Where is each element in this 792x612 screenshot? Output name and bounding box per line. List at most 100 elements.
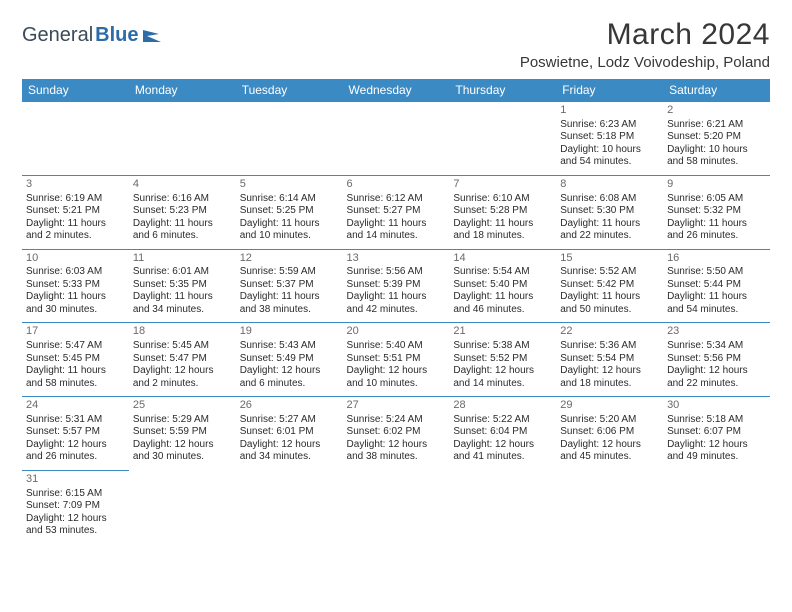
daylight-text: Daylight: 12 hours and 45 minutes. <box>560 439 659 464</box>
daylight-text: Daylight: 12 hours and 30 minutes. <box>133 439 232 464</box>
daylight-text: Daylight: 11 hours and 10 minutes. <box>240 218 339 243</box>
calendar-cell: 19Sunrise: 5:43 AMSunset: 5:49 PMDayligh… <box>236 323 343 397</box>
calendar-cell: 20Sunrise: 5:40 AMSunset: 5:51 PMDayligh… <box>343 323 450 397</box>
calendar-week: 31Sunrise: 6:15 AMSunset: 7:09 PMDayligh… <box>22 470 770 543</box>
daylight-text: Daylight: 11 hours and 58 minutes. <box>26 365 125 390</box>
day-number: 15 <box>560 252 659 266</box>
calendar-cell: 25Sunrise: 5:29 AMSunset: 5:59 PMDayligh… <box>129 397 236 471</box>
sunrise-text: Sunrise: 5:24 AM <box>347 414 446 427</box>
sunrise-text: Sunrise: 6:15 AM <box>26 488 125 501</box>
sunrise-text: Sunrise: 5:45 AM <box>133 340 232 353</box>
daylight-text: Daylight: 12 hours and 14 minutes. <box>453 365 552 390</box>
sunset-text: Sunset: 5:40 PM <box>453 279 552 292</box>
day-number: 20 <box>347 325 446 339</box>
calendar-cell <box>343 102 450 176</box>
sunrise-text: Sunrise: 5:34 AM <box>667 340 766 353</box>
sunrise-text: Sunrise: 5:47 AM <box>26 340 125 353</box>
sunset-text: Sunset: 5:33 PM <box>26 279 125 292</box>
daylight-text: Daylight: 11 hours and 2 minutes. <box>26 218 125 243</box>
day-number: 25 <box>133 399 232 413</box>
sunset-text: Sunset: 5:23 PM <box>133 205 232 218</box>
day-number: 26 <box>240 399 339 413</box>
sunrise-text: Sunrise: 5:43 AM <box>240 340 339 353</box>
weekday-header: Sunday <box>22 79 129 102</box>
calendar-cell: 2Sunrise: 6:21 AMSunset: 5:20 PMDaylight… <box>663 102 770 176</box>
logo: GeneralBlue <box>22 18 165 47</box>
calendar-cell: 4Sunrise: 6:16 AMSunset: 5:23 PMDaylight… <box>129 175 236 249</box>
calendar-week: 10Sunrise: 6:03 AMSunset: 5:33 PM Dayligh… <box>22 249 770 323</box>
daylight-text: Daylight: 12 hours and 10 minutes. <box>347 365 446 390</box>
calendar-cell: 21Sunrise: 5:38 AMSunset: 5:52 PMDayligh… <box>449 323 556 397</box>
sunrise-text: Sunrise: 5:52 AM <box>560 266 659 279</box>
calendar-cell: 29Sunrise: 5:20 AMSunset: 6:06 PMDayligh… <box>556 397 663 471</box>
day-number: 29 <box>560 399 659 413</box>
sunset-text: Sunset: 5:37 PM <box>240 279 339 292</box>
sunset-text: Sunset: 5:18 PM <box>560 131 659 144</box>
daylight-text: Daylight: 12 hours and 49 minutes. <box>667 439 766 464</box>
daylight-text: Daylight: 12 hours and 6 minutes. <box>240 365 339 390</box>
sunset-text: Sunset: 5:45 PM <box>26 353 125 366</box>
day-number: 10 <box>26 252 125 266</box>
day-number: 2 <box>667 104 766 118</box>
daylight-text: Daylight: 11 hours and 38 minutes. <box>240 291 339 316</box>
sunset-text: Sunset: 5:42 PM <box>560 279 659 292</box>
weekday-header: Wednesday <box>343 79 450 102</box>
calendar-week: 3Sunrise: 6:19 AMSunset: 5:21 PMDaylight… <box>22 175 770 249</box>
calendar: SundayMondayTuesdayWednesdayThursdayFrid… <box>22 79 770 544</box>
calendar-cell <box>22 102 129 176</box>
day-number: 24 <box>26 399 125 413</box>
calendar-cell: 8Sunrise: 6:08 AMSunset: 5:30 PMDaylight… <box>556 175 663 249</box>
sunset-text: Sunset: 5:51 PM <box>347 353 446 366</box>
calendar-cell <box>663 470 770 543</box>
calendar-cell <box>129 470 236 543</box>
sunrise-text: Sunrise: 6:03 AM <box>26 266 125 279</box>
day-number: 27 <box>347 399 446 413</box>
weekday-header: Thursday <box>449 79 556 102</box>
sunrise-text: Sunrise: 5:40 AM <box>347 340 446 353</box>
daylight-text: Daylight: 12 hours and 2 minutes. <box>133 365 232 390</box>
sunset-text: Sunset: 5:47 PM <box>133 353 232 366</box>
daylight-text: Daylight: 11 hours and 54 minutes. <box>667 291 766 316</box>
calendar-week: 17Sunrise: 5:47 AMSunset: 5:45 PMDayligh… <box>22 323 770 397</box>
weekday-header: Friday <box>556 79 663 102</box>
daylight-text: Daylight: 11 hours and 46 minutes. <box>453 291 552 316</box>
calendar-cell: 23Sunrise: 5:34 AMSunset: 5:56 PMDayligh… <box>663 323 770 397</box>
sunrise-text: Sunrise: 5:59 AM <box>240 266 339 279</box>
day-number: 3 <box>26 178 125 192</box>
daylight-text: Daylight: 11 hours and 6 minutes. <box>133 218 232 243</box>
sunrise-text: Sunrise: 6:16 AM <box>133 193 232 206</box>
daylight-text: Daylight: 11 hours and 14 minutes. <box>347 218 446 243</box>
sunrise-text: Sunrise: 6:01 AM <box>133 266 232 279</box>
day-number: 18 <box>133 325 232 339</box>
sunrise-text: Sunrise: 5:50 AM <box>667 266 766 279</box>
sunset-text: Sunset: 5:56 PM <box>667 353 766 366</box>
calendar-cell: 10Sunrise: 6:03 AMSunset: 5:33 PMDayligh… <box>22 249 129 323</box>
calendar-cell: 27Sunrise: 5:24 AMSunset: 6:02 PMDayligh… <box>343 397 450 471</box>
day-number: 14 <box>453 252 552 266</box>
sunset-text: Sunset: 5:27 PM <box>347 205 446 218</box>
calendar-cell <box>236 102 343 176</box>
daylight-text: Daylight: 11 hours and 18 minutes. <box>453 218 552 243</box>
daylight-text: Daylight: 12 hours and 38 minutes. <box>347 439 446 464</box>
day-number: 9 <box>667 178 766 192</box>
calendar-cell: 17Sunrise: 5:47 AMSunset: 5:45 PMDayligh… <box>22 323 129 397</box>
header: GeneralBlue March 2024 Poswietne, Lodz V… <box>22 18 770 71</box>
sunset-text: Sunset: 6:07 PM <box>667 426 766 439</box>
calendar-cell: 14Sunrise: 5:54 AMSunset: 5:40 PMDayligh… <box>449 249 556 323</box>
sunrise-text: Sunrise: 5:36 AM <box>560 340 659 353</box>
daylight-text: Daylight: 11 hours and 22 minutes. <box>560 218 659 243</box>
calendar-cell: 7Sunrise: 6:10 AMSunset: 5:28 PMDaylight… <box>449 175 556 249</box>
calendar-cell: 30Sunrise: 5:18 AMSunset: 6:07 PMDayligh… <box>663 397 770 471</box>
calendar-cell <box>556 470 663 543</box>
calendar-cell <box>449 470 556 543</box>
calendar-cell: 12Sunrise: 5:59 AMSunset: 5:37 PMDayligh… <box>236 249 343 323</box>
calendar-cell: 16Sunrise: 5:50 AMSunset: 5:44 PMDayligh… <box>663 249 770 323</box>
calendar-cell: 9Sunrise: 6:05 AMSunset: 5:32 PMDaylight… <box>663 175 770 249</box>
day-number: 7 <box>453 178 552 192</box>
daylight-text: Daylight: 12 hours and 22 minutes. <box>667 365 766 390</box>
weekday-header: Tuesday <box>236 79 343 102</box>
title-block: March 2024 Poswietne, Lodz Voivodeship, … <box>520 18 770 71</box>
sunset-text: Sunset: 5:49 PM <box>240 353 339 366</box>
day-number: 16 <box>667 252 766 266</box>
sunset-text: Sunset: 5:54 PM <box>560 353 659 366</box>
